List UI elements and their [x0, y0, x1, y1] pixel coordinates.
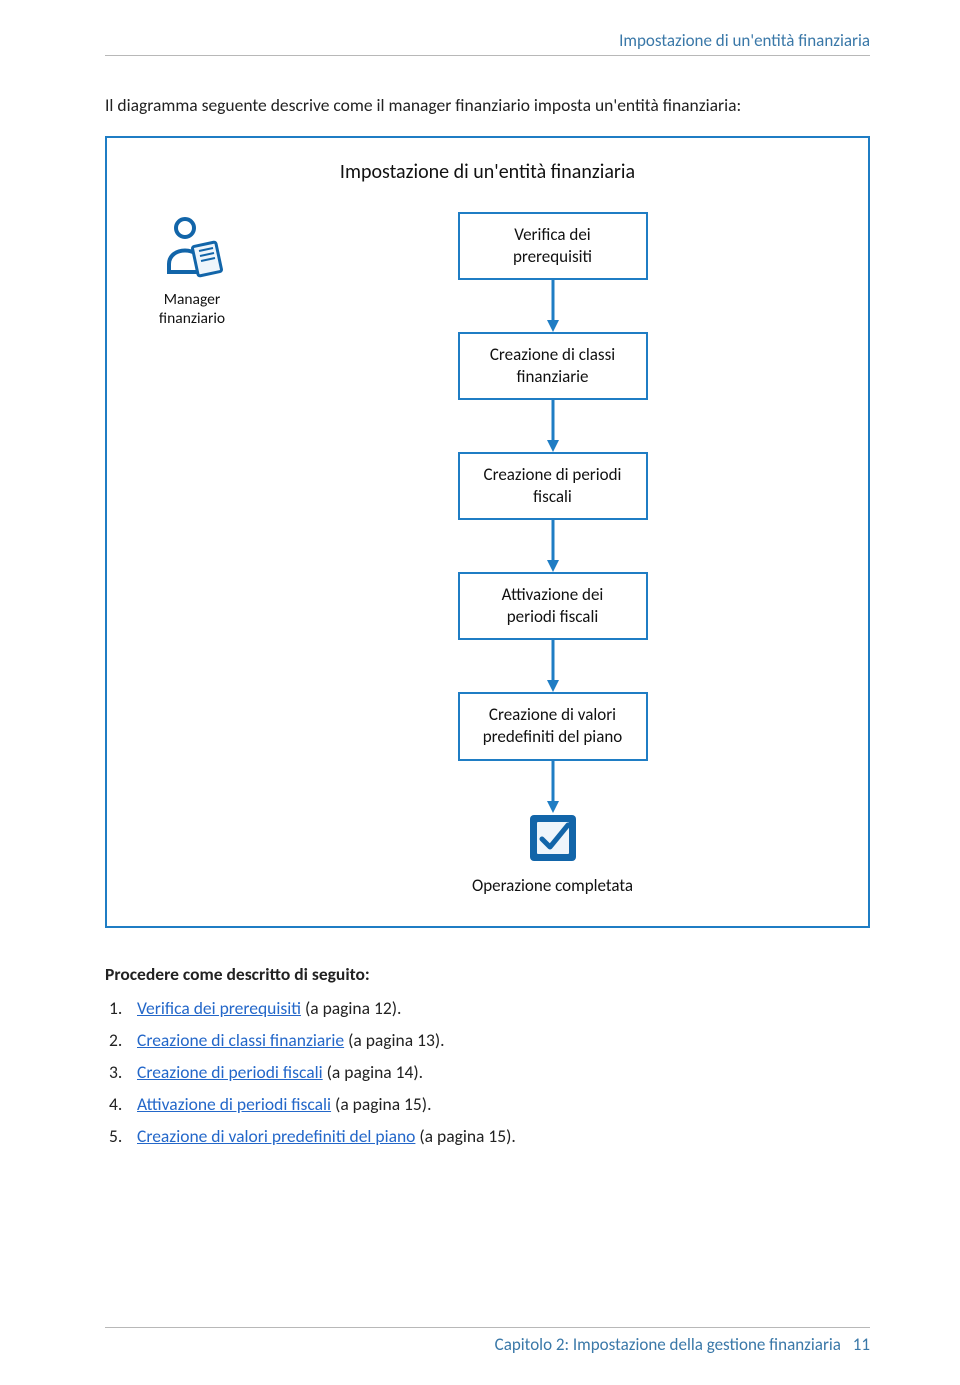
manager-icon [157, 214, 227, 284]
list-item: 3. Creazione di periodi fiscali (a pagin… [137, 1061, 870, 1083]
list-suffix: (a pagina 12). [301, 997, 401, 1019]
list-number: 5. [109, 1125, 122, 1147]
flow-arrow [543, 520, 563, 572]
list-number: 4. [109, 1093, 122, 1115]
complete-checkbox-icon [528, 813, 578, 863]
intro-paragraph: Il diagramma seguente descrive come il m… [105, 94, 870, 118]
page-footer: Capitolo 2: Impostazione della gestione … [105, 1327, 870, 1355]
actor-column: Manager finanziario [127, 212, 257, 329]
flow-arrow [543, 400, 563, 452]
list-number: 2. [109, 1029, 122, 1051]
list-suffix: (a pagina 13). [344, 1029, 444, 1051]
procedure-link[interactable]: Creazione di periodi fiscali [137, 1061, 323, 1083]
footer-page-number: 11 [853, 1334, 870, 1355]
page-header: Impostazione di un'entità finanziaria [105, 30, 870, 56]
flow-arrow [543, 280, 563, 332]
procedure-link[interactable]: Attivazione di periodi fiscali [137, 1093, 331, 1115]
list-item: 4. Attivazione di periodi fiscali (a pag… [137, 1093, 870, 1115]
flow-arrow [543, 761, 563, 813]
procedure-link[interactable]: Verifica dei prerequisiti [137, 997, 301, 1019]
flow-step-1: Verifica dei prerequisiti [458, 212, 648, 280]
list-suffix: (a pagina 15). [415, 1125, 515, 1147]
list-item: 2. Creazione di classi finanziarie (a pa… [137, 1029, 870, 1051]
footer-chapter: Capitolo 2: Impostazione della gestione … [495, 1334, 841, 1355]
header-title: Impostazione di un'entità finanziaria [619, 30, 870, 51]
procedure-heading: Procedere come descritto di seguito: [105, 963, 870, 985]
flow-column: Verifica dei prerequisiti Creazione di c… [257, 212, 848, 896]
procedure-link[interactable]: Creazione di classi finanziarie [137, 1029, 344, 1051]
flowchart-diagram: Impostazione di un'entità finanziaria Ma… [105, 136, 870, 928]
flow-step-5: Creazione di valori predefiniti del pian… [458, 692, 648, 760]
list-number: 1. [109, 997, 122, 1019]
flow-arrow [543, 640, 563, 692]
list-number: 3. [109, 1061, 122, 1083]
flow-step-3: Creazione di periodi fiscali [458, 452, 648, 520]
list-item: 5. Creazione di valori predefiniti del p… [137, 1125, 870, 1147]
actor-label: Manager finanziario [127, 290, 257, 329]
list-suffix: (a pagina 15). [331, 1093, 431, 1115]
procedure-list: 1. Verifica dei prerequisiti (a pagina 1… [105, 997, 870, 1147]
diagram-title: Impostazione di un'entità finanziaria [127, 160, 848, 184]
flow-end-label: Operazione completata [472, 875, 633, 896]
list-suffix: (a pagina 14). [323, 1061, 423, 1083]
procedure-link[interactable]: Creazione di valori predefiniti del pian… [137, 1125, 415, 1147]
list-item: 1. Verifica dei prerequisiti (a pagina 1… [137, 997, 870, 1019]
flow-step-4: Attivazione dei periodi fiscali [458, 572, 648, 640]
flow-step-2: Creazione di classi finanziarie [458, 332, 648, 400]
